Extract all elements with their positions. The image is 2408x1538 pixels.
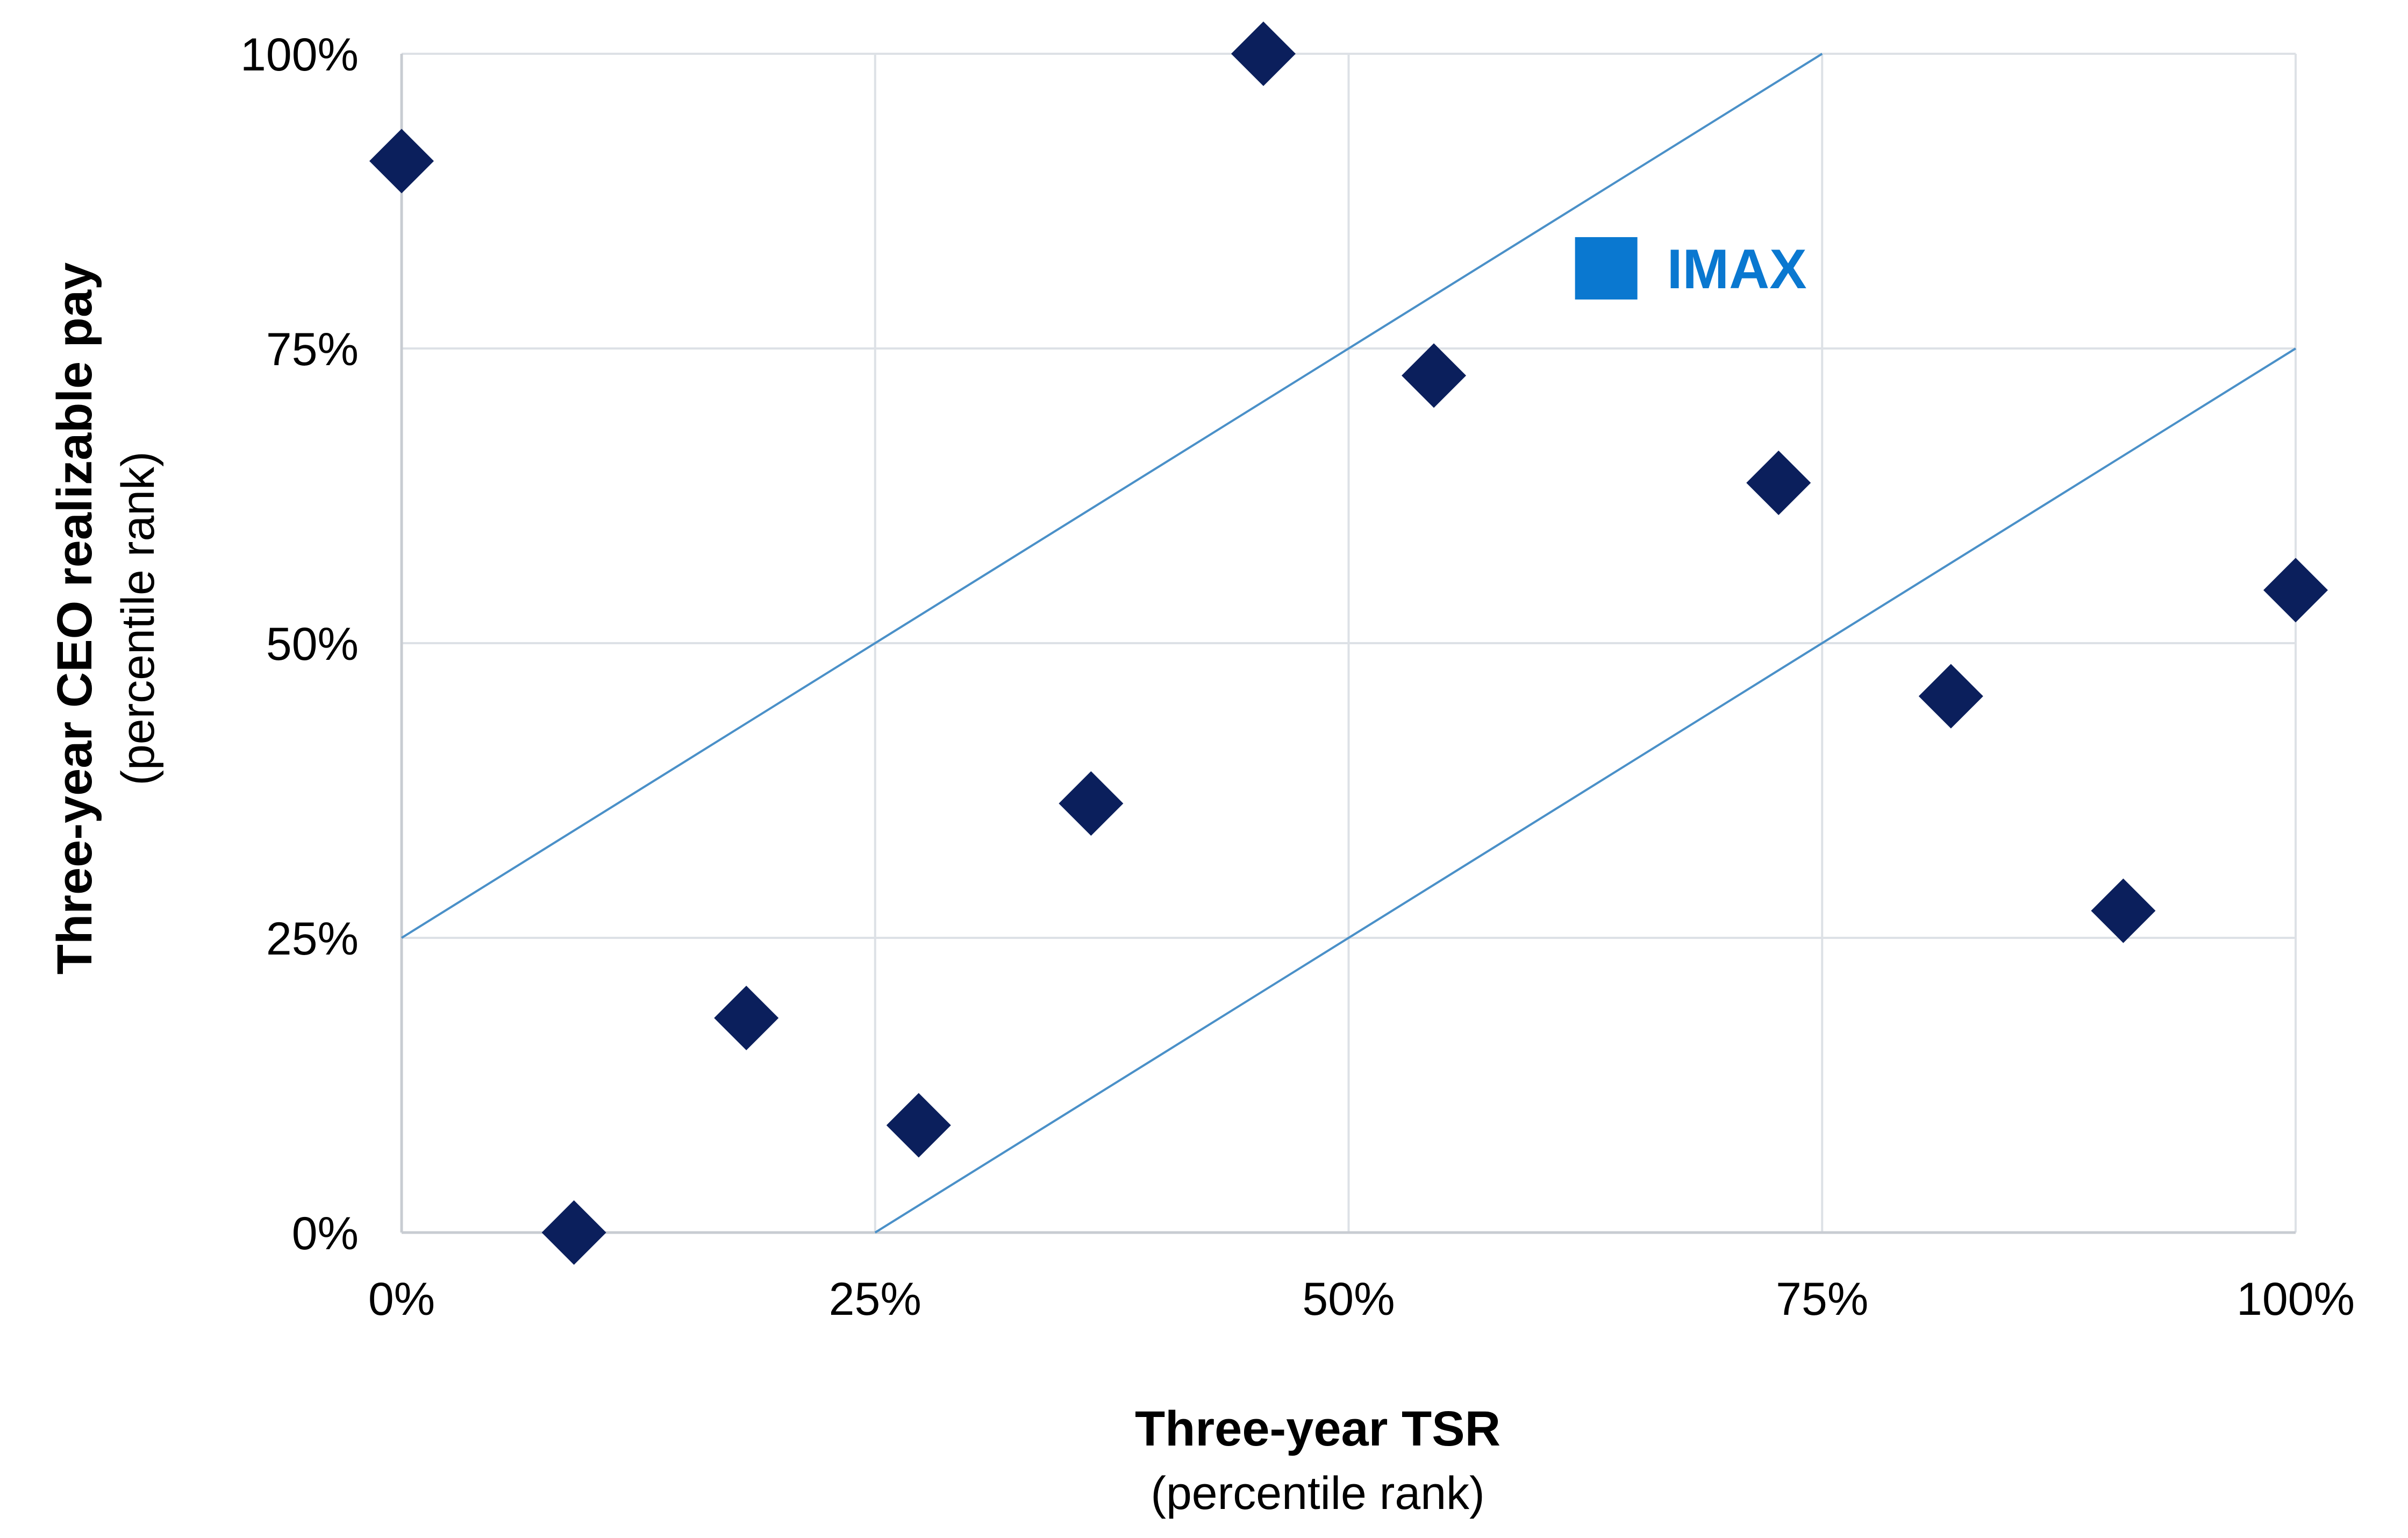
x-tick-label: 50% (1302, 1273, 1395, 1325)
peer-point (2263, 558, 2328, 623)
x-tick-labels: 0% 25% 50% 75% 100% (368, 1273, 2355, 1325)
alignment-line (874, 347, 2297, 1234)
x-tick-label: 0% (368, 1273, 435, 1325)
y-tick-label: 50% (266, 618, 359, 670)
y-axis-title: Three-year CEO realizable pay (47, 262, 102, 974)
company-marker (1575, 237, 1638, 300)
y-axis-subtitle: (percentile rank) (112, 451, 164, 785)
y-tick-label: 25% (266, 913, 359, 965)
y-tick-label: 100% (240, 29, 359, 81)
peer-point (1402, 343, 1467, 408)
peer-point (541, 1200, 606, 1265)
company-marker-group: IMAX (1575, 237, 1807, 301)
peer-point (886, 1093, 951, 1158)
x-axis-title: Three-year TSR (1135, 1401, 1500, 1456)
company-label: IMAX (1667, 238, 1807, 301)
alignment-line (401, 53, 1823, 939)
grid-lines (402, 53, 2297, 1233)
peer-point (1059, 771, 1124, 836)
x-tick-label: 100% (2236, 1273, 2355, 1325)
peer-point (369, 129, 434, 194)
axes (400, 54, 2296, 1234)
peer-point (1746, 450, 1811, 515)
y-tick-labels: 0% 25% 50% 75% 100% (240, 29, 359, 1259)
alignment-band-lines (401, 53, 2297, 1234)
y-tick-label: 0% (292, 1208, 359, 1259)
peer-point (1918, 664, 1983, 729)
peer-point (2091, 878, 2156, 943)
x-axis-subtitle: (percentile rank) (1151, 1468, 1484, 1519)
peer-points (369, 22, 2328, 1265)
x-tick-label: 75% (1776, 1273, 1868, 1325)
peer-point (714, 986, 779, 1051)
peer-point (1231, 22, 1296, 86)
x-tick-label: 25% (829, 1273, 921, 1325)
y-tick-label: 75% (266, 324, 359, 375)
